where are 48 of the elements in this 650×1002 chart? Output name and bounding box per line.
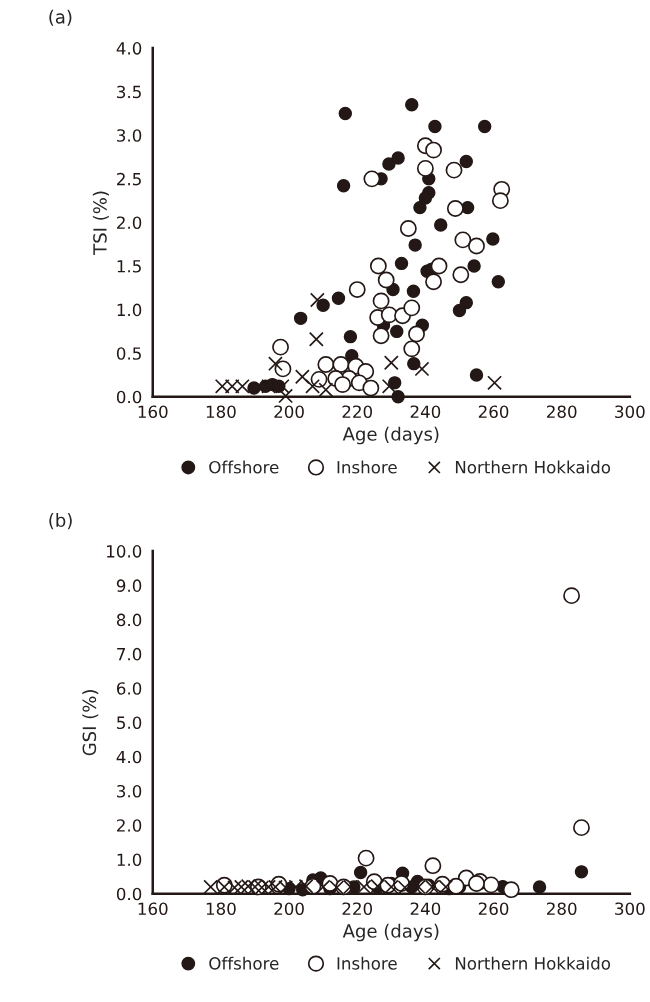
x-tick-label: 160 xyxy=(138,405,168,419)
x-tick-label: 280 xyxy=(547,902,577,916)
x-tick-label: 300 xyxy=(615,405,645,419)
x-tick-label: 220 xyxy=(342,405,373,419)
y-tick-label: 3.0 xyxy=(117,129,142,142)
y-axis-title: TSI (%) xyxy=(92,191,109,255)
y-tick-label: 0.0 xyxy=(116,887,142,901)
y-tick-label: 1.5 xyxy=(117,260,141,273)
y-tick-label: 5.0 xyxy=(117,716,142,730)
y-tick-label: 2.5 xyxy=(117,172,141,186)
y-tick-label: 2.0 xyxy=(117,216,142,230)
y-tick-label: 10.0 xyxy=(107,545,142,558)
legend-label: Offshore xyxy=(209,460,279,474)
y-tick-label: 4.0 xyxy=(116,42,142,55)
y-tick-label: 0.0 xyxy=(116,390,142,404)
y-tick-label: 7.0 xyxy=(117,647,142,661)
chart-title: (a) xyxy=(49,9,72,26)
x-tick-label: 260 xyxy=(478,902,509,916)
y-axis-title: GSI (%) xyxy=(82,690,99,756)
y-tick-label: 0.5 xyxy=(116,347,141,360)
y-tick-label: 2.0 xyxy=(117,819,142,832)
y-tick-label: 4.0 xyxy=(116,750,142,764)
legend-label: Inshore xyxy=(337,460,397,474)
x-tick-label: 300 xyxy=(615,902,645,916)
x-axis-title: Age (days) xyxy=(342,426,439,445)
x-tick-label: 180 xyxy=(206,405,236,419)
legend-label: Offshore xyxy=(209,956,279,970)
y-tick-label: 6.0 xyxy=(116,682,142,695)
y-tick-label: 3.5 xyxy=(117,85,141,99)
x-axis-title: Age (days) xyxy=(342,923,439,942)
legend-label: Northern Hokkaido xyxy=(455,956,611,970)
y-tick-label: 1.0 xyxy=(117,853,142,867)
x-tick-label: 240 xyxy=(410,902,441,916)
y-tick-label: 3.0 xyxy=(117,784,142,798)
legend-label: Inshore xyxy=(337,956,397,970)
x-tick-label: 240 xyxy=(410,405,441,419)
x-tick-label: 200 xyxy=(274,405,304,419)
legend-label: Northern Hokkaido xyxy=(455,460,611,474)
x-tick-label: 280 xyxy=(547,405,577,419)
y-tick-label: 1.0 xyxy=(117,303,142,317)
y-tick-label: 8.0 xyxy=(116,613,142,627)
y-tick-label: 9.0 xyxy=(116,579,142,592)
x-tick-label: 200 xyxy=(274,902,304,916)
x-tick-label: 180 xyxy=(206,902,236,916)
x-tick-label: 160 xyxy=(138,902,168,916)
chart-title: (b) xyxy=(49,513,72,530)
x-tick-label: 260 xyxy=(478,405,509,419)
x-tick-label: 220 xyxy=(342,902,373,916)
